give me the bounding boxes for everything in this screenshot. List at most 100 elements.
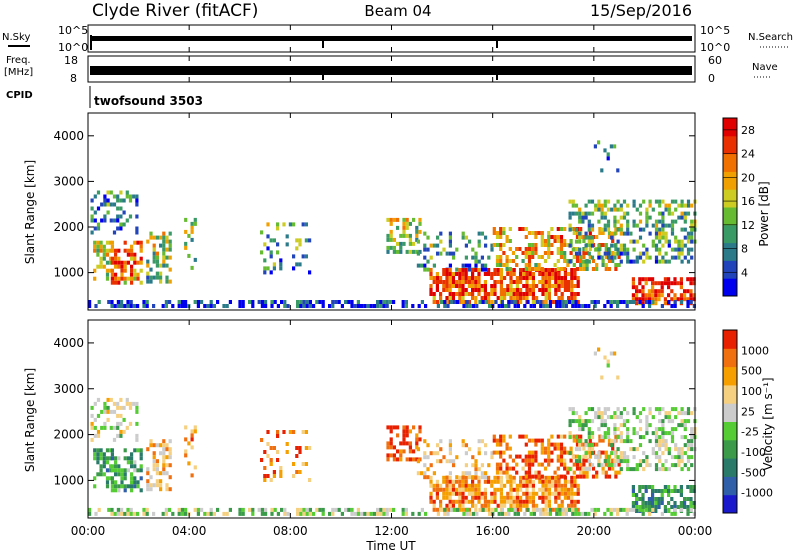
heatmap-cell: [686, 507, 690, 512]
heatmap-cell: [445, 296, 449, 300]
heatmap-cell: [638, 443, 643, 448]
heatmap-cell: [312, 511, 316, 516]
heatmap-cell: [386, 425, 390, 430]
heatmap-cell: [524, 462, 528, 467]
heatmap-cell: [570, 296, 574, 300]
heatmap-cell: [537, 263, 541, 267]
heatmap-cell: [423, 263, 427, 268]
heatmap-cell: [114, 264, 118, 269]
heatmap-cell: [584, 455, 588, 460]
heatmap-cell: [109, 248, 113, 253]
heatmap-cell: [644, 501, 648, 505]
heatmap-cell: [558, 511, 562, 516]
heatmap-cell: [614, 470, 618, 475]
heatmap-cell: [402, 217, 406, 222]
heatmap-cell: [305, 304, 309, 308]
heatmap-cell: [548, 300, 552, 304]
heatmap-cell: [597, 247, 601, 252]
heatmap-cell: [474, 300, 478, 304]
heatmap-cell: [461, 483, 465, 488]
heatmap-cell: [645, 207, 649, 212]
heatmap-cell: [516, 304, 520, 308]
heatmap-cell: [567, 296, 571, 300]
heatmap-cell: [600, 411, 604, 416]
heatmap-cell: [120, 472, 124, 477]
heatmap-cell: [622, 231, 627, 236]
heatmap-cell: [658, 211, 662, 216]
heatmap-cell: [162, 231, 166, 236]
heatmap-cell: [508, 454, 512, 459]
heatmap-cell: [661, 443, 665, 448]
heatmap-cell: [538, 487, 542, 492]
heatmap-cell: [566, 263, 570, 267]
heatmap-cell: [564, 300, 568, 304]
heatmap-cell: [119, 190, 123, 195]
heatmap-cell: [136, 484, 140, 489]
heatmap-cell: [432, 507, 436, 512]
heatmap-cell: [93, 218, 97, 223]
heatmap-cell: [683, 297, 687, 302]
heatmap-cell: [553, 446, 557, 451]
heatmap-cell: [193, 425, 197, 430]
heatmap-cell: [680, 459, 684, 464]
heatmap-cell: [547, 446, 551, 451]
heatmap-cell: [429, 479, 433, 484]
heatmap-cell: [567, 280, 571, 284]
heatmap-cell: [435, 507, 439, 512]
heatmap-cell: [477, 276, 481, 280]
heatmap-cell: [635, 289, 639, 294]
heatmap-cell: [553, 235, 557, 239]
heatmap-cell: [165, 279, 169, 284]
heatmap-cell: [263, 450, 267, 454]
heatmap-cell: [484, 235, 488, 240]
heatmap-cell: [458, 483, 462, 488]
heatmap-cell: [461, 443, 465, 448]
heatmap-cell: [429, 499, 433, 504]
heatmap-cell: [544, 288, 548, 292]
heatmap-cell: [423, 243, 427, 248]
heatmap-cell: [523, 304, 527, 308]
heatmap-cell: [116, 425, 120, 430]
heatmap-cell: [635, 207, 639, 212]
heatmap-cell: [264, 511, 268, 516]
heatmap-cell: [587, 511, 591, 516]
heatmap-cell: [120, 304, 124, 308]
heatmap-cell: [445, 507, 449, 512]
heatmap-cell: [680, 203, 684, 208]
heatmap-cell: [429, 495, 433, 500]
heatmap-cell: [680, 251, 684, 256]
heatmap-cell: [523, 511, 527, 516]
heatmap-cell: [107, 300, 111, 304]
heatmap-cell: [525, 296, 529, 300]
heatmap-cell: [509, 479, 513, 484]
heatmap-cell: [432, 451, 436, 456]
heatmap-cell: [299, 304, 303, 308]
heatmap-cell: [423, 475, 427, 480]
heatmap-cell: [554, 284, 558, 288]
heatmap-cell: [603, 431, 607, 436]
heatmap-cell: [638, 251, 643, 256]
colorbar-tick-label: 4: [741, 266, 748, 279]
heatmap-cell: [547, 454, 551, 459]
heatmap-cell: [110, 248, 114, 253]
heatmap-cell: [603, 355, 607, 360]
heatmap-cell: [155, 479, 159, 484]
heatmap-cell: [603, 203, 607, 208]
heatmap-cell: [614, 434, 618, 439]
heatmap-cell: [423, 247, 427, 252]
heatmap-cell: [686, 443, 691, 448]
heatmap-cell: [399, 457, 403, 462]
heatmap-cell: [573, 491, 577, 496]
heatmap-cell: [90, 206, 94, 211]
heatmap-cell: [550, 434, 554, 439]
heatmap-cell: [543, 446, 548, 451]
heatmap-cell: [295, 470, 299, 474]
heatmap-cell: [499, 491, 503, 496]
heatmap-cell: [625, 507, 629, 512]
heatmap-cell: [445, 495, 449, 500]
heatmap-cell: [458, 268, 462, 272]
heatmap-cell: [547, 239, 551, 243]
heatmap-cell: [269, 270, 273, 275]
heatmap-cell: [477, 284, 481, 288]
heatmap-cell: [128, 198, 133, 203]
